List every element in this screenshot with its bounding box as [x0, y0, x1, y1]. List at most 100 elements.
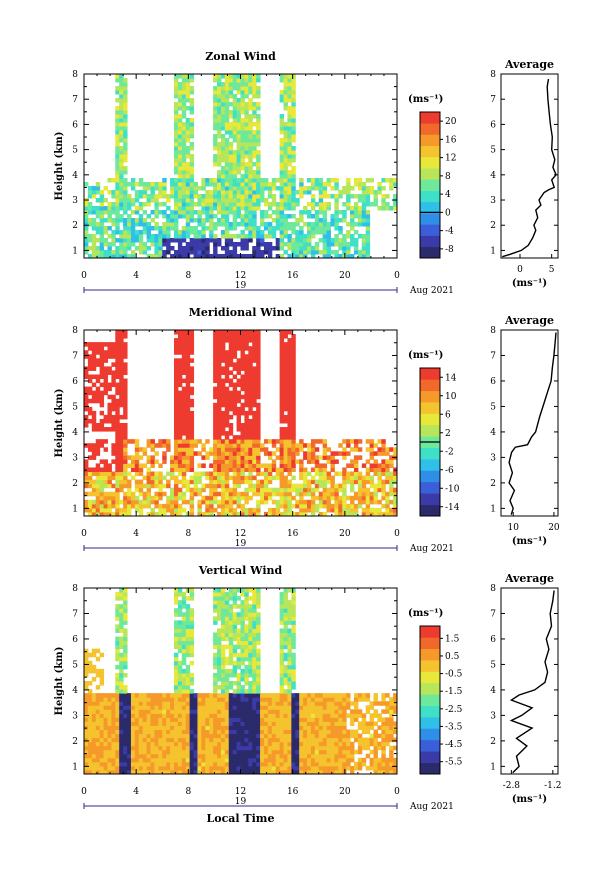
heatmap-cell	[173, 410, 179, 416]
heatmap-cell	[158, 495, 163, 501]
heatmap-cell	[224, 761, 230, 767]
colorbar-tick-label: -6	[445, 466, 454, 476]
heatmap-cell	[189, 334, 195, 339]
heatmap-cell	[84, 234, 89, 239]
heatmap-cell	[189, 608, 195, 613]
heatmap-cell	[107, 354, 112, 359]
heatmap-cell	[189, 174, 195, 179]
heatmap-cell	[91, 717, 97, 722]
heatmap-cell	[252, 398, 257, 404]
heatmap-cell	[181, 495, 187, 501]
heatmap-cell	[123, 721, 128, 726]
heatmap-cell	[146, 705, 152, 710]
heatmap-cell	[287, 190, 292, 195]
heatmap-cell	[173, 230, 179, 235]
heatmap-cell	[166, 701, 171, 706]
heatmap-cell	[213, 753, 218, 759]
heatmap-cell	[189, 636, 195, 642]
heatmap-cell	[224, 705, 230, 710]
heatmap-cell	[224, 394, 230, 400]
heatmap-cell	[217, 463, 222, 468]
heatmap-cell	[209, 206, 214, 211]
heatmap-cell	[213, 342, 218, 347]
heatmap-cell	[138, 737, 144, 743]
heatmap-cell	[87, 749, 93, 755]
heatmap-cell	[213, 636, 218, 642]
heatmap-cell	[103, 350, 108, 355]
heatmap-cell	[283, 447, 288, 452]
heatmap-cell	[99, 769, 105, 775]
heatmap-cell	[217, 126, 222, 131]
heatmap-cell	[162, 765, 167, 771]
heatmap-cell	[197, 198, 202, 203]
heatmap-cell	[287, 214, 292, 219]
heatmap-cell	[256, 402, 261, 408]
heatmap-cell	[95, 733, 101, 739]
heatmap-cell	[283, 350, 288, 355]
heatmap-cell	[267, 202, 273, 207]
heatmap-cell	[170, 214, 175, 219]
heatmap-cell	[123, 705, 128, 710]
heatmap-cell	[232, 451, 238, 456]
heatmap-cell	[213, 246, 218, 251]
heatmap-cell	[181, 346, 187, 351]
heatmap-cell	[365, 230, 371, 235]
heatmap-cell	[357, 495, 363, 501]
heatmap-cell	[138, 701, 144, 706]
heatmap-cell	[84, 354, 89, 359]
heatmap-cell	[260, 471, 265, 477]
heatmap-cell	[189, 378, 195, 384]
heatmap-cell	[267, 194, 273, 199]
heatmap-cell	[228, 78, 234, 83]
heatmap-cell	[236, 98, 241, 103]
heatmap-cell	[232, 366, 238, 371]
heatmap-cell	[201, 186, 206, 191]
heatmap-cell	[256, 483, 261, 489]
heatmap-cell	[127, 717, 132, 722]
heatmap-cell	[299, 471, 304, 477]
heatmap-cell	[295, 451, 300, 456]
heatmap-cell	[170, 190, 175, 195]
heatmap-cell	[115, 182, 120, 187]
heatmap-cell	[123, 592, 128, 597]
heatmap-cell	[205, 242, 210, 247]
heatmap-cell	[107, 242, 112, 247]
heatmap-cell	[173, 118, 179, 123]
heatmap-cell	[228, 749, 234, 755]
heatmap-cell	[84, 414, 89, 420]
heatmap-cell	[99, 190, 105, 195]
heatmap-cell	[365, 214, 371, 219]
heatmap-cell	[154, 693, 159, 698]
x-tick-label: 8	[185, 529, 191, 539]
heatmap-cell	[185, 334, 191, 339]
heatmap-cell	[185, 222, 191, 227]
heatmap-cell	[111, 254, 116, 259]
heatmap-cell	[119, 757, 124, 763]
heatmap-cell	[87, 234, 93, 239]
heatmap-cell	[213, 443, 218, 448]
heatmap-cell	[318, 439, 324, 444]
heatmap-cell	[244, 418, 249, 424]
heatmap-cell	[185, 242, 191, 247]
heatmap-cell	[240, 362, 245, 367]
heatmap-cell	[142, 725, 148, 731]
heatmap-cell	[224, 681, 230, 686]
heatmap-cell	[334, 254, 339, 259]
heatmap-cell	[213, 709, 218, 714]
heatmap-cell	[115, 596, 120, 601]
heatmap-cell	[181, 427, 187, 432]
heatmap-cell	[381, 491, 386, 497]
heatmap-cell	[283, 358, 288, 363]
heatmap-cell	[111, 346, 116, 351]
heatmap-cell	[150, 479, 155, 485]
heatmap-cell	[115, 681, 120, 686]
heatmap-cell	[99, 475, 105, 481]
heatmap-cell	[189, 218, 195, 223]
heatmap-cell	[173, 660, 179, 666]
heatmap-cell	[240, 475, 245, 481]
heatmap-cell	[115, 202, 120, 207]
heatmap-cell	[342, 210, 347, 215]
heatmap-cell	[228, 668, 234, 674]
heatmap-cell	[334, 202, 339, 207]
heatmap-cell	[232, 226, 238, 231]
